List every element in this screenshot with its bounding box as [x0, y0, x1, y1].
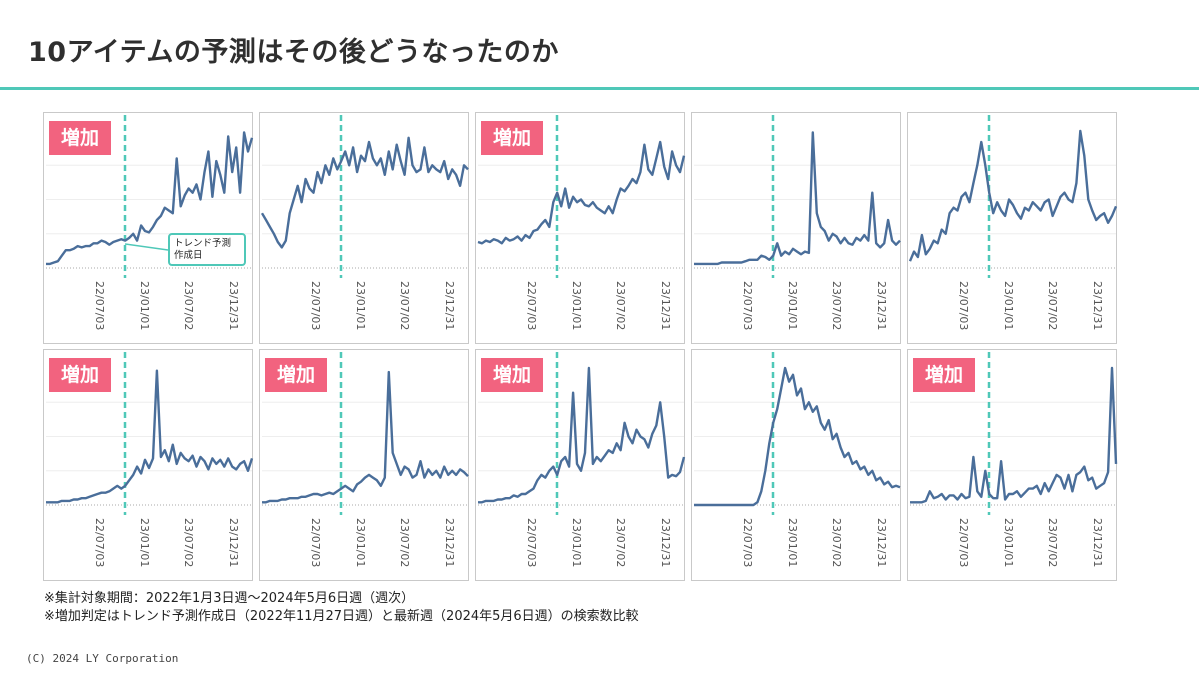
page-title: 10アイテムの予測はその後どうなったのか [28, 37, 559, 68]
callout-connector-line [124, 243, 169, 251]
x-tick-label: 22/07/03 [525, 281, 538, 330]
trend-chart-svg: 22/07/03 23/01/01 23/07/02 23/12/31 [262, 352, 469, 567]
title-underline [0, 87, 1199, 90]
x-tick-label: 23/12/31 [1091, 281, 1104, 330]
trend-chart-10: 22/07/03 23/01/01 23/07/02 23/12/31 増加 [907, 349, 1118, 581]
x-tick-label: 22/07/03 [309, 518, 322, 567]
series-line [478, 366, 686, 504]
x-tick-label: 23/01/01 [138, 518, 151, 567]
x-tick-label: 23/07/02 [182, 518, 195, 567]
x-tick-label: 23/12/31 [875, 518, 888, 567]
x-tick-label: 23/01/01 [1002, 281, 1015, 330]
increase-badge: 増加 [49, 121, 111, 155]
series-line [260, 136, 469, 249]
trend-chart-svg: 22/07/03 23/01/01 23/07/02 23/12/31 [694, 352, 901, 567]
x-tick-label: 22/07/03 [741, 518, 754, 567]
trend-chart-9: 22/07/03 23/01/01 23/07/02 23/12/31 [691, 349, 901, 581]
x-tick-label: 23/12/31 [875, 281, 888, 330]
x-tick-label: 22/07/03 [525, 518, 538, 567]
trend-chart-2: 22/07/03 23/01/01 23/07/02 23/12/31 [259, 112, 469, 344]
x-tick-label: 23/07/02 [398, 518, 411, 567]
x-tick-label: 23/07/02 [830, 518, 843, 567]
x-tick-label: 23/07/02 [398, 281, 411, 330]
x-tick-label: 22/07/03 [93, 518, 106, 567]
x-tick-label: 23/01/01 [570, 518, 583, 567]
series-line [908, 129, 1118, 262]
trend-chart-svg: 22/07/03 23/01/01 23/07/02 23/12/31 [478, 352, 686, 567]
x-tick-label: 23/01/01 [570, 281, 583, 330]
x-tick-label: 23/07/02 [1046, 281, 1059, 330]
x-tick-label: 23/12/31 [227, 518, 240, 567]
trend-chart-6: 22/07/03 23/01/01 23/07/02 23/12/31 増加 [43, 349, 254, 581]
series-line [262, 370, 469, 504]
footnote-judgement: ※増加判定はトレンド予測作成日（2022年11月27日週）と最新週（2024年5… [44, 609, 639, 624]
increase-badge: 増加 [481, 121, 543, 155]
x-tick-label: 23/12/31 [443, 281, 456, 330]
trend-chart-svg: 22/07/03 23/01/01 23/07/02 23/12/31 [908, 115, 1118, 330]
copyright: (C) 2024 LY Corporation [26, 652, 179, 665]
callout-connector [124, 243, 169, 251]
x-tick-label: 22/07/03 [93, 281, 106, 330]
x-tick-label: 23/07/02 [614, 281, 627, 330]
x-tick-label: 22/07/03 [957, 281, 970, 330]
footnote-period: ※集計対象期間：2022年1月3日週〜2024年5月6日週（週次） [44, 591, 415, 606]
x-tick-label: 23/01/01 [786, 518, 799, 567]
trend-chart-5: 22/07/03 23/01/01 23/07/02 23/12/31 [907, 112, 1118, 344]
increase-badge: 増加 [481, 358, 543, 392]
x-tick-label: 23/01/01 [354, 518, 367, 567]
x-tick-label: 23/01/01 [786, 281, 799, 330]
x-tick-label: 23/07/02 [614, 518, 627, 567]
trend-chart-svg: 22/07/03 23/01/01 23/07/02 23/12/31 [260, 115, 469, 330]
footnotes: ※集計対象期間：2022年1月3日週〜2024年5月6日週（週次） ※増加判定は… [44, 590, 639, 626]
x-tick-label: 23/01/01 [138, 281, 151, 330]
x-tick-label: 23/01/01 [1002, 518, 1015, 567]
x-tick-label: 22/07/03 [309, 281, 322, 330]
increase-badge: 増加 [49, 358, 111, 392]
forecast-date-callout: トレンド予測 作成日 [168, 233, 246, 266]
increase-badge: 増加 [265, 358, 327, 392]
x-tick-label: 22/07/03 [741, 281, 754, 330]
x-tick-label: 23/12/31 [1091, 518, 1104, 567]
callout-line-1: トレンド予測 [174, 238, 232, 249]
x-tick-label: 22/07/03 [957, 518, 970, 567]
trend-chart-svg: 22/07/03 23/01/01 23/07/02 23/12/31 [46, 352, 254, 567]
x-tick-label: 23/07/02 [182, 281, 195, 330]
series-line [46, 131, 254, 266]
x-tick-label: 23/07/02 [830, 281, 843, 330]
increase-badge: 増加 [913, 358, 975, 392]
trend-chart-svg: 22/07/03 23/01/01 23/07/02 23/12/31 [910, 352, 1118, 567]
series-line [910, 366, 1118, 504]
x-tick-label: 23/07/02 [1046, 518, 1059, 567]
trend-chart-8: 22/07/03 23/01/01 23/07/02 23/12/31 増加 [475, 349, 686, 581]
x-tick-label: 23/12/31 [659, 518, 672, 567]
trend-chart-7: 22/07/03 23/01/01 23/07/02 23/12/31 増加 [259, 349, 469, 581]
x-tick-label: 23/12/31 [227, 281, 240, 330]
trend-chart-1: 22/07/03 23/01/01 23/07/02 23/12/31 増加 [43, 112, 254, 344]
series-line [477, 140, 686, 245]
x-tick-label: 23/01/01 [354, 281, 367, 330]
series-line [694, 131, 901, 266]
x-tick-label: 23/12/31 [443, 518, 456, 567]
trend-chart-4: 22/07/03 23/01/01 23/07/02 23/12/31 [691, 112, 901, 344]
series-line [694, 366, 901, 507]
trend-chart-svg: 22/07/03 23/01/01 23/07/02 23/12/31 [477, 115, 686, 330]
trend-chart-svg: 22/07/03 23/01/01 23/07/02 23/12/31 [694, 115, 901, 330]
callout-line-2: 作成日 [174, 250, 203, 261]
x-tick-label: 23/12/31 [659, 281, 672, 330]
trend-chart-3: 22/07/03 23/01/01 23/07/02 23/12/31 増加 [475, 112, 686, 344]
series-line [46, 369, 254, 504]
